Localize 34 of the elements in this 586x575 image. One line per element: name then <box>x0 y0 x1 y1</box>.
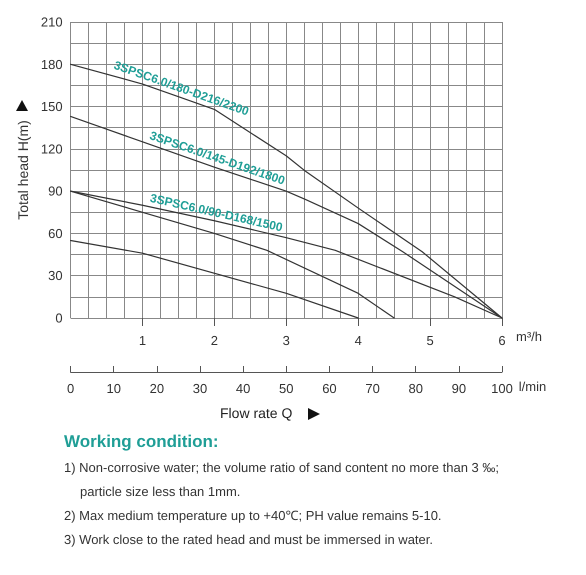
x-tick-label: 2 <box>210 333 218 348</box>
line-series <box>70 240 359 319</box>
text: 1) Non-corrosive water; the volume ratio of sand content no more than 3 ‰; particle size less than 1mm. <box>64 459 500 501</box>
x-tick-label: 6 <box>498 333 506 348</box>
y-tick-label: 150 <box>40 99 63 114</box>
y-tick-label: 210 <box>40 14 63 30</box>
x-tick-label: 5 <box>426 333 434 348</box>
text: Working condition: <box>64 431 220 453</box>
x-tick-label: 3 <box>282 333 290 348</box>
y-tick-label: 180 <box>40 56 63 72</box>
text: Flow rate Q <box>220 405 292 421</box>
x2-tick-label: 0 <box>66 381 74 396</box>
y-tick-label: 30 <box>48 268 63 284</box>
x2-tick-label: 60 <box>322 381 337 396</box>
x2-tick-label: 80 <box>408 381 423 396</box>
x2-tick-label: 20 <box>150 381 164 396</box>
x2-tick-label: 30 <box>192 381 208 396</box>
x-tick-label: 1 <box>138 333 146 348</box>
y-axis-title: Total head H(m) <box>15 120 31 220</box>
x-tick-label: 4 <box>354 333 362 348</box>
y-tick-label: 60 <box>48 226 63 241</box>
text: 3) Work close to the rated head and must be immersed in water. <box>64 531 434 549</box>
y-tick-label: 120 <box>40 141 63 156</box>
x2-tick-label: 10 <box>106 381 121 396</box>
x2-tick-label: 50 <box>279 381 294 396</box>
text: 2) Max medium temperature up to +40℃; PH value remains 5-10. <box>64 507 443 525</box>
x2-tick-label: 40 <box>236 381 250 396</box>
x2-axis-title: l/min <box>518 379 546 394</box>
x2-tick-label: 100 <box>491 381 513 396</box>
x2-tick-label: 70 <box>365 381 380 396</box>
x2-tick-label: 90 <box>452 381 466 396</box>
y-tick-label: 90 <box>48 184 63 199</box>
y-tick-label: 0 <box>55 310 63 326</box>
x-axis-title: m³/h <box>516 329 542 344</box>
